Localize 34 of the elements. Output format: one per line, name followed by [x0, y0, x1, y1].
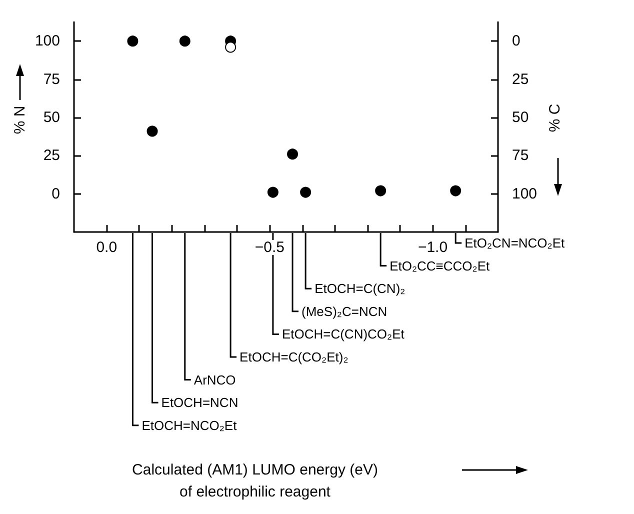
y2-tick-label: 25: [512, 70, 529, 88]
y2-tick-label: 75: [512, 147, 529, 164]
point: [146, 126, 158, 137]
y-tick-label: 75: [43, 70, 60, 88]
text: EtOCH=NCN: [161, 395, 238, 410]
point: [225, 42, 236, 53]
point: [127, 36, 138, 47]
x-tick-label: −1.0: [418, 239, 448, 256]
text: Calculated (AM1) LUMO energy (eV) of electrophilic reagent: [132, 462, 378, 500]
point: [375, 185, 386, 196]
text: EtOCH=C(CO₂Et)₂: [240, 350, 348, 364]
y-tick-label: 0: [52, 185, 60, 202]
text: EtO₂CC≡CCO₂Et: [390, 258, 490, 274]
y2-axis-title: % C: [546, 104, 564, 132]
text: ArNCO: [194, 372, 236, 388]
point: [450, 185, 462, 196]
text: EtOCH=C(CN)₂: [314, 281, 406, 296]
y-tick-label: 25: [43, 147, 60, 164]
text: EtOCH=C(CN)CO₂Et: [282, 326, 405, 342]
point: [287, 148, 298, 160]
point: [300, 186, 312, 198]
text: EtO₂CN=NCO₂Et: [464, 236, 566, 250]
text: EtOCH=NCO₂Et: [142, 418, 238, 433]
text: (MeS)₂C=NCN: [302, 304, 388, 319]
x-tick-label: 0.0: [96, 239, 118, 256]
point: [267, 186, 278, 198]
y-tick-label: 100: [34, 32, 60, 50]
y2-tick-label: 0: [512, 32, 520, 50]
y2-tick-label: 100: [512, 185, 538, 202]
x-tick-label: −0.5: [254, 239, 285, 256]
point: [179, 36, 190, 47]
y-tick-label: 50: [43, 108, 60, 126]
y-axis-title: % N: [12, 106, 28, 134]
y2-tick-label: 50: [512, 108, 529, 126]
